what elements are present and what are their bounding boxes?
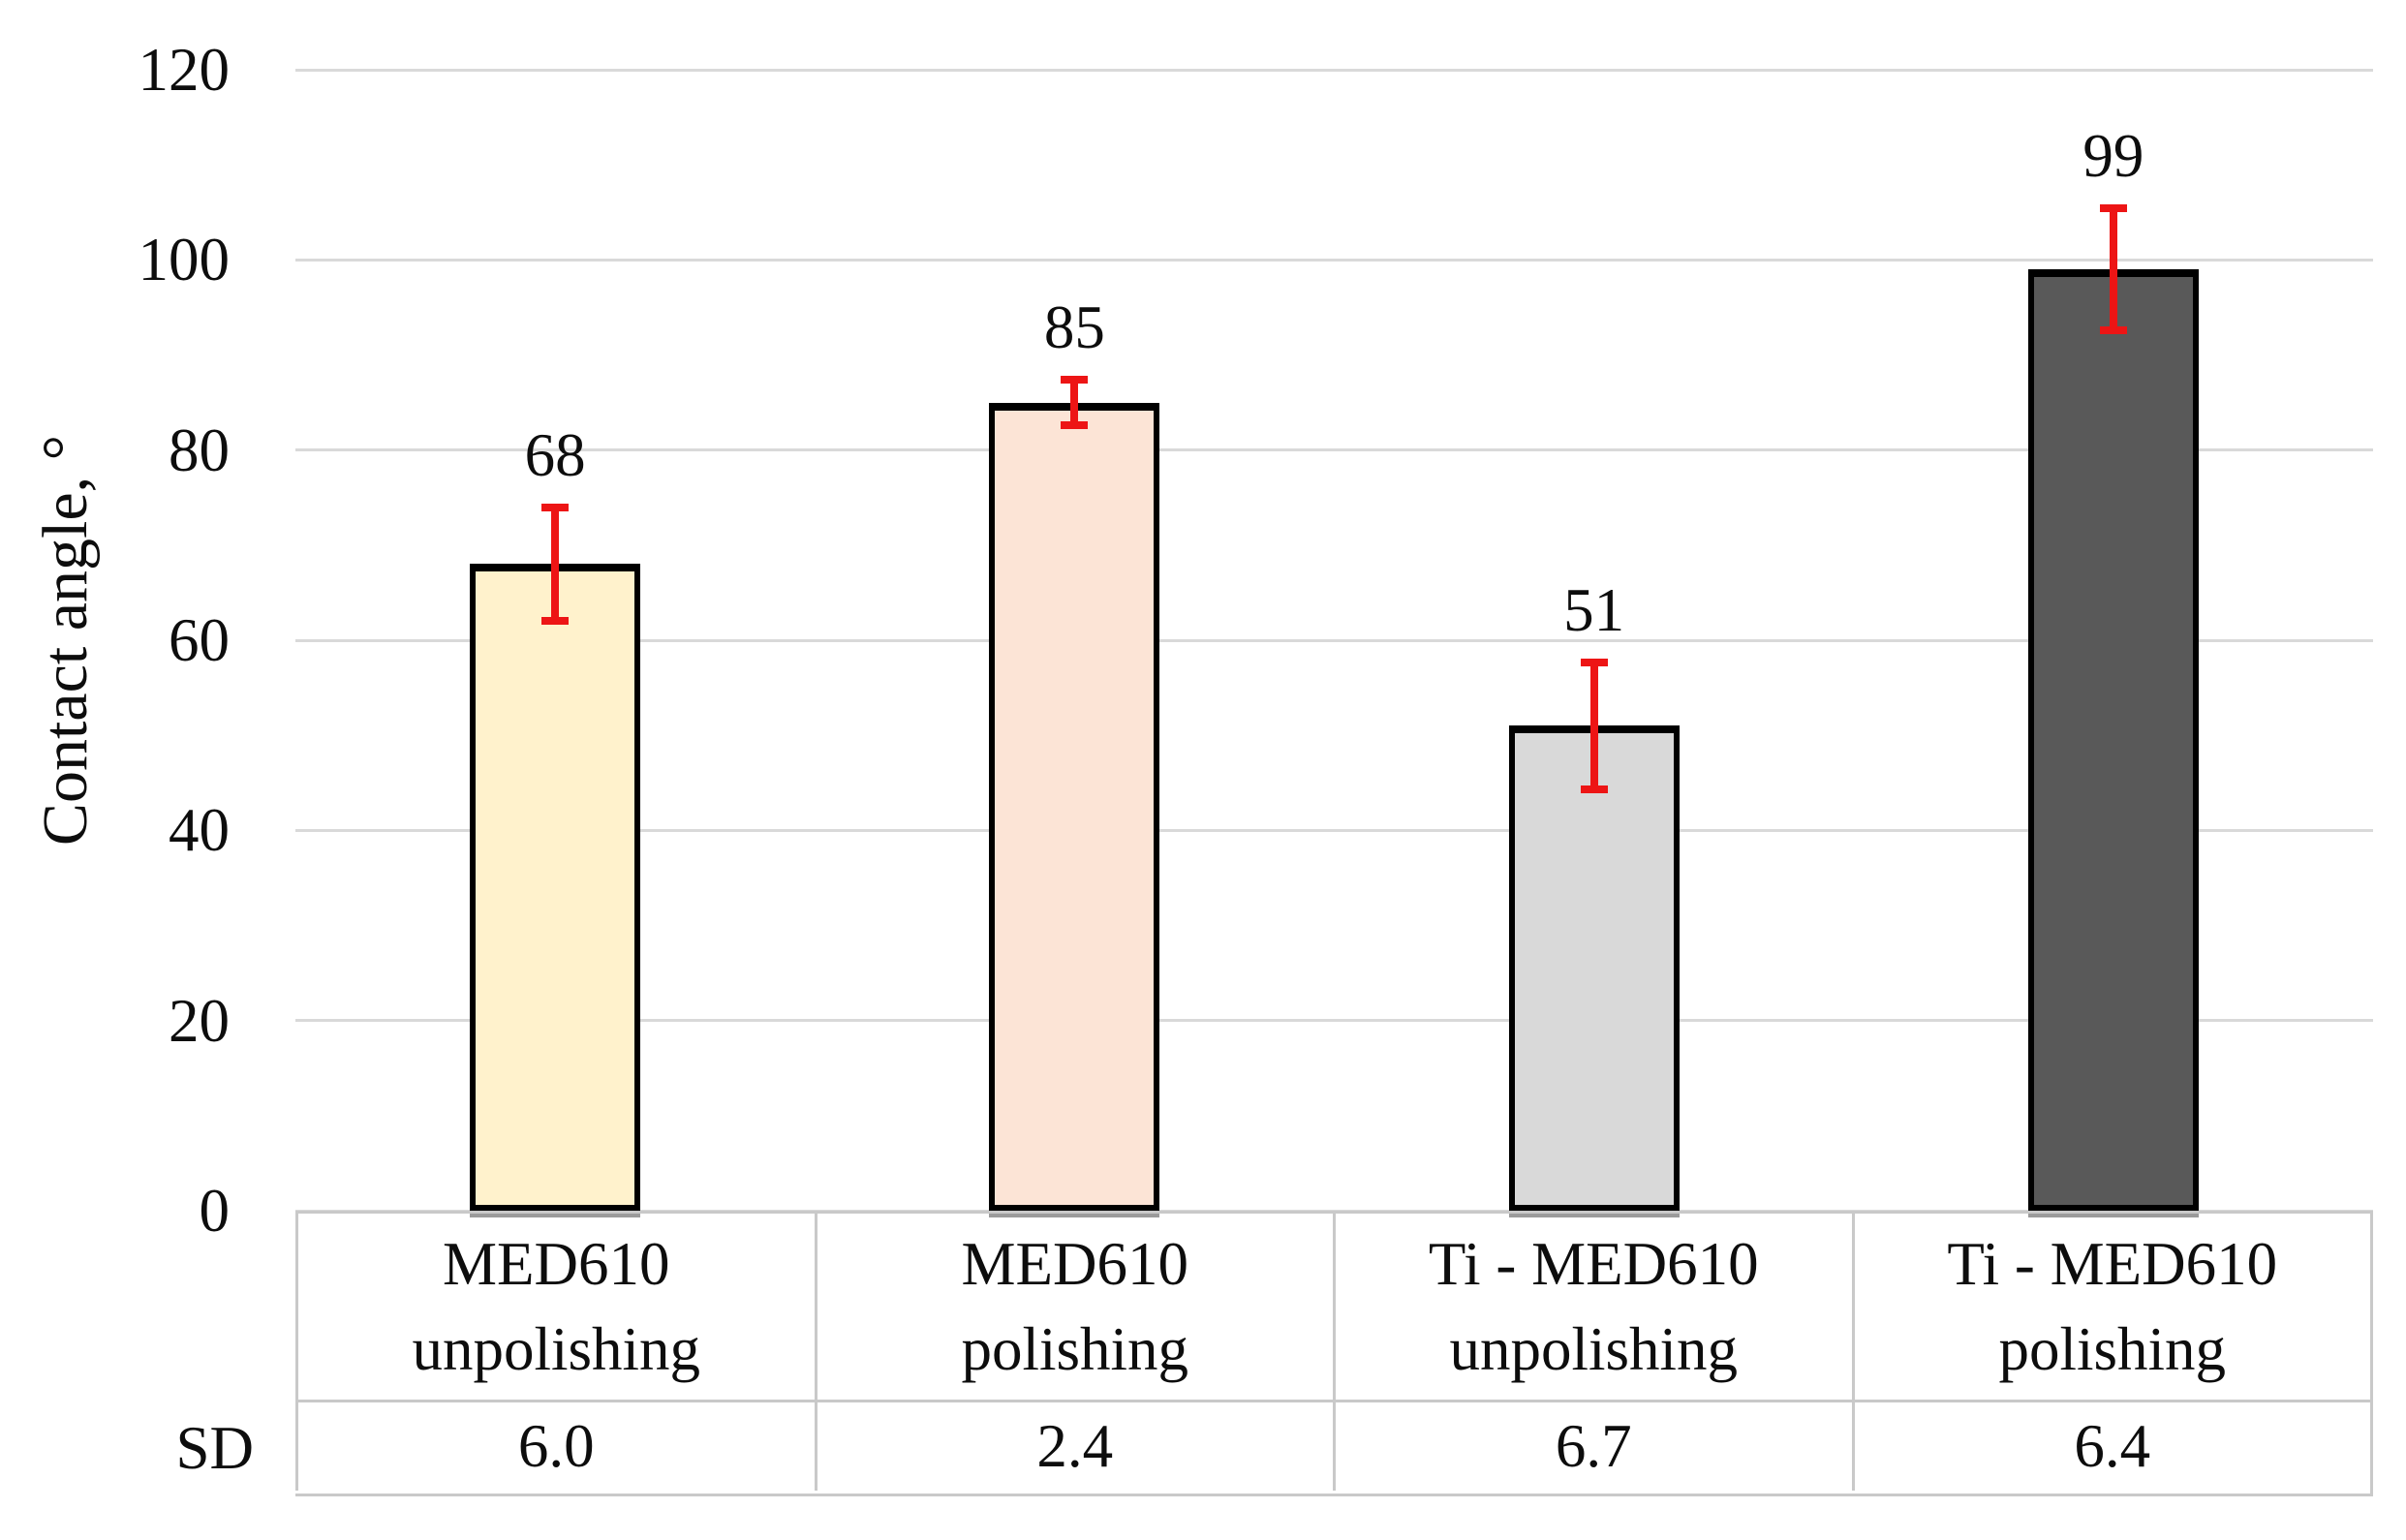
y-tick-label-100: 100 [138,226,231,294]
error-bar-cap-bottom-1 [541,617,570,626]
error-bar-cap-top-1 [541,503,570,511]
bar-value-label-2: 85 [1043,293,1105,362]
y-tick-label-0: 0 [199,1177,231,1245]
error-bar-cap-top-4 [2099,204,2127,213]
bar-base-shadow-1 [470,1211,641,1217]
error-bar-cap-top-3 [1580,658,1608,666]
bar-1 [470,564,641,1211]
bar-2 [989,402,1160,1211]
error-bar-stem-3 [1589,662,1598,790]
sd-cell-2: 2.4 [814,1400,1333,1491]
sd-cell-4: 6.4 [1851,1400,2370,1491]
gridline-20 [295,1019,2373,1023]
error-bar-stem-4 [2109,208,2117,330]
error-bar-cap-bottom-2 [1061,421,1089,430]
error-bar-cap-bottom-4 [2099,325,2127,334]
gridline-40 [295,828,2373,832]
error-bar-cap-top-2 [1061,376,1089,385]
bar-value-label-3: 51 [1563,575,1625,644]
bar-4 [2027,269,2199,1211]
category-cell-4: Ti - MED610 polishing [1851,1211,2370,1400]
category-cell-4-line-1: Ti - MED610 [1947,1230,2278,1298]
category-cell-3-line-1: Ti - MED610 [1428,1230,1759,1298]
y-tick-label-80: 80 [169,416,230,484]
y-tick-label-120: 120 [138,36,231,104]
bar-base-shadow-4 [2027,1211,2199,1217]
y-axis-title: Contact angle, ° [30,434,101,847]
sd-cell-3: 6.7 [1333,1400,1852,1491]
category-cell-2-line-2: polishing [961,1315,1189,1383]
sd-row-header: SD [175,1414,254,1482]
y-tick-label-60: 60 [169,606,230,674]
gridline-100 [295,258,2373,262]
error-bar-stem-2 [1070,380,1079,426]
bar-value-label-4: 99 [2082,122,2144,191]
category-cell-3-line-2: unpolishing [1449,1315,1739,1383]
error-bar-cap-bottom-3 [1580,785,1608,794]
error-bar-stem-1 [551,507,560,622]
category-cell-3: Ti - MED610 unpolishing [1333,1211,1852,1400]
bar-3 [1508,725,1680,1211]
category-cell-1-line-2: unpolishing [412,1315,701,1383]
bar-value-label-1: 68 [524,420,586,489]
bar-base-shadow-2 [989,1211,1160,1217]
sd-cell-1: 6.0 [295,1400,815,1491]
y-tick-label-40: 40 [169,796,230,865]
category-cell-1-line-1: MED610 [443,1230,670,1298]
gridline-120 [295,68,2373,72]
category-cell-2-line-1: MED610 [961,1230,1189,1298]
category-cell-2: MED610 polishing [814,1211,1333,1400]
gridline-80 [295,448,2373,452]
category-cell-1: MED610 unpolishing [295,1211,815,1400]
category-cell-4-line-2: polishing [1998,1315,2227,1383]
bar-base-shadow-3 [1508,1211,1680,1217]
y-tick-label-20: 20 [169,986,230,1055]
gridline-60 [295,638,2373,642]
category-sd-table: MED610 unpolishing MED610 polishing Ti - MED… [295,1211,2373,1496]
